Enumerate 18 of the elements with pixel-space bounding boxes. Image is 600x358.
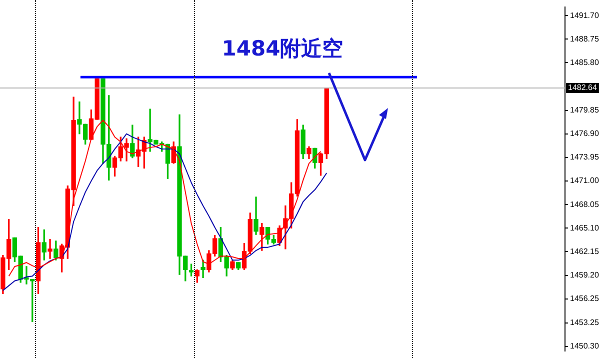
candlestick xyxy=(200,260,206,278)
ref-line-label: 1482.64 xyxy=(568,83,598,92)
y-tick-label: 1462.15 xyxy=(570,246,600,256)
y-tick-label: 1459.20 xyxy=(570,270,600,280)
y-tick-label: 1453.25 xyxy=(570,318,600,328)
y-tick-label: 1485.80 xyxy=(570,58,600,67)
y-tick-label: 1479.85 xyxy=(570,105,600,114)
y-tick-label: 1471.00 xyxy=(570,176,600,186)
y-tick-label: 1468.05 xyxy=(570,200,600,209)
y-tick-label: 1491.70 xyxy=(570,10,600,20)
text: 1484附近空 xyxy=(222,36,344,60)
y-tick-label: 1488.75 xyxy=(570,34,600,44)
y-tick-label: 1473.95 xyxy=(570,152,600,162)
y-tick-label: 1456.25 xyxy=(570,294,600,304)
y-tick-label: 1450.30 xyxy=(570,342,600,351)
y-tick-label: 1465.10 xyxy=(570,223,600,232)
y-tick-label: 1476.90 xyxy=(570,129,600,138)
candlestick xyxy=(48,239,52,259)
